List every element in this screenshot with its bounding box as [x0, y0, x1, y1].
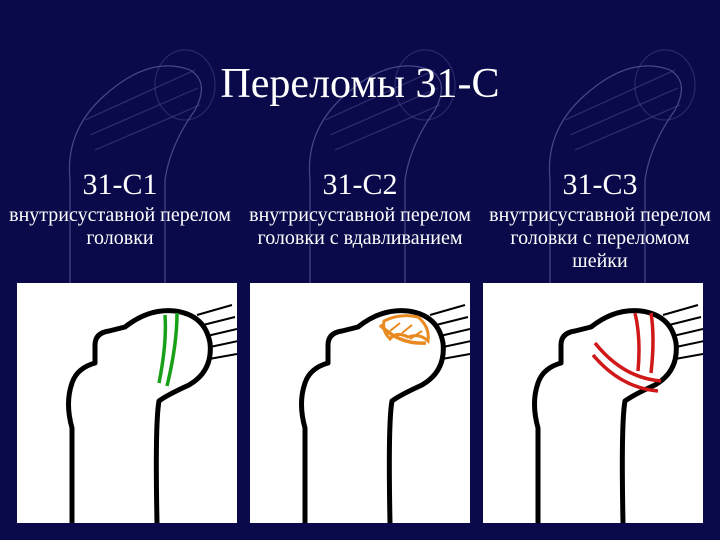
col-3: 31-С3 внутрисуставной перелом головки с … — [480, 168, 720, 273]
col-2-code: 31-С2 — [240, 168, 480, 202]
diagram-row — [0, 283, 720, 523]
diagram-c2 — [250, 283, 470, 523]
col-1-desc: внутрисуставной перелом головки — [0, 204, 240, 250]
col-2: 31-С2 внутрисуставной перелом головки с … — [240, 168, 480, 273]
femur-c2-svg — [250, 283, 470, 523]
femur-c3-svg — [483, 283, 703, 523]
femur-c1-svg — [17, 283, 237, 523]
diagram-c3 — [483, 283, 703, 523]
diagram-c1 — [17, 283, 237, 523]
subtitle-row: 31-С1 внутрисуставной перелом головки 31… — [0, 168, 720, 273]
col-1: 31-С1 внутрисуставной перелом головки — [0, 168, 240, 273]
main-title: Переломы 31-С — [0, 0, 720, 108]
col-3-code: 31-С3 — [480, 168, 720, 202]
col-1-code: 31-С1 — [0, 168, 240, 202]
col-3-desc: внутрисуставной перелом головки с перело… — [480, 204, 720, 273]
col-2-desc: внутрисуставной перелом головки с вдавли… — [240, 204, 480, 250]
